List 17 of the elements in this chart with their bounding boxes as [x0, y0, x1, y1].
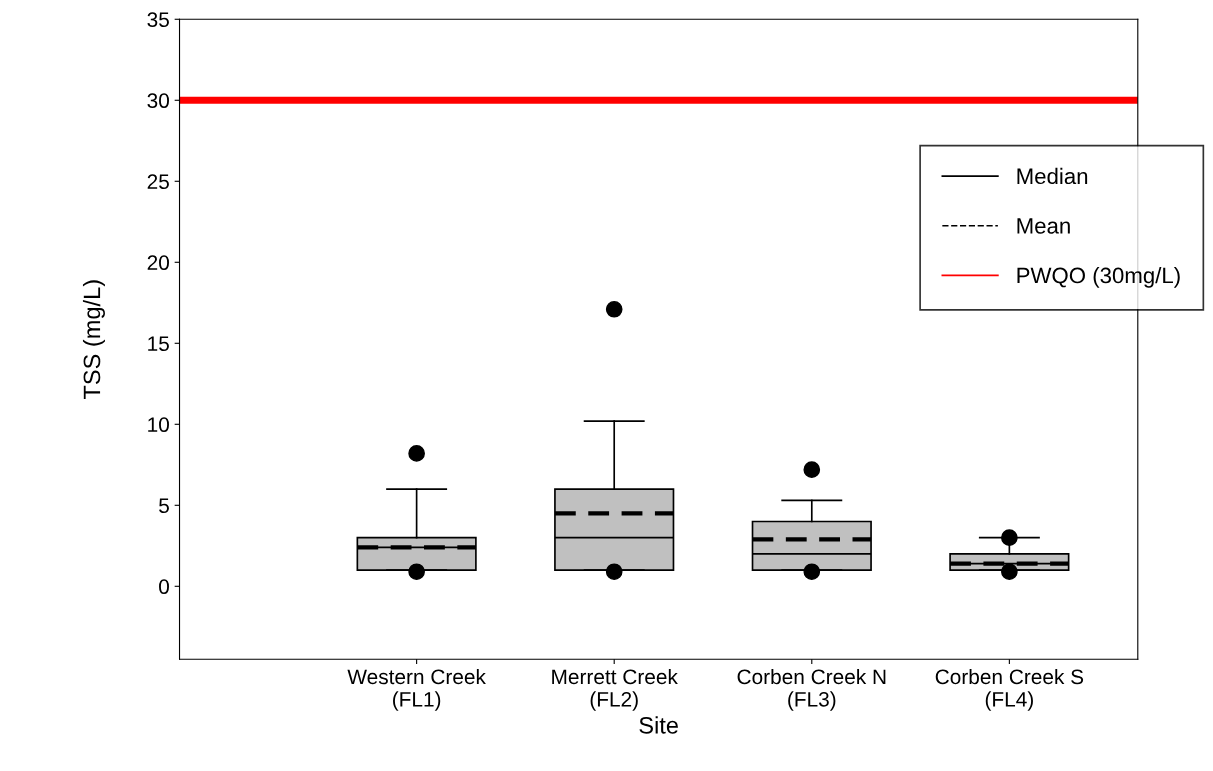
y-tick-label: 5 [159, 498, 169, 514]
y-tick-label: 0 [159, 579, 169, 595]
y-axis-title: TSS (mg/L) [82, 280, 105, 400]
x-tick-label: Corben Creek N (FL3) [737, 668, 886, 711]
y-tick-label: 15 [148, 336, 169, 352]
annotation: Mean [1017, 218, 1070, 234]
x-tick-label: Western Creek (FL1) [347, 668, 486, 711]
y-tick-label: 25 [147, 174, 169, 190]
x-tick-label: Corben Creek S (FL4) [935, 668, 1084, 711]
x-tick-label: Merrett Creek (FL2) [552, 668, 678, 711]
y-tick-label: 30 [147, 93, 169, 109]
y-tick-label: 35 [147, 12, 169, 28]
x-axis-title: Site [639, 716, 678, 734]
y-tick-label: 20 [147, 255, 169, 271]
y-tick-label: 10 [148, 417, 169, 433]
annotation: Median [1017, 167, 1088, 185]
legend-label: PWQO (30mg/L) [1017, 267, 1180, 288]
